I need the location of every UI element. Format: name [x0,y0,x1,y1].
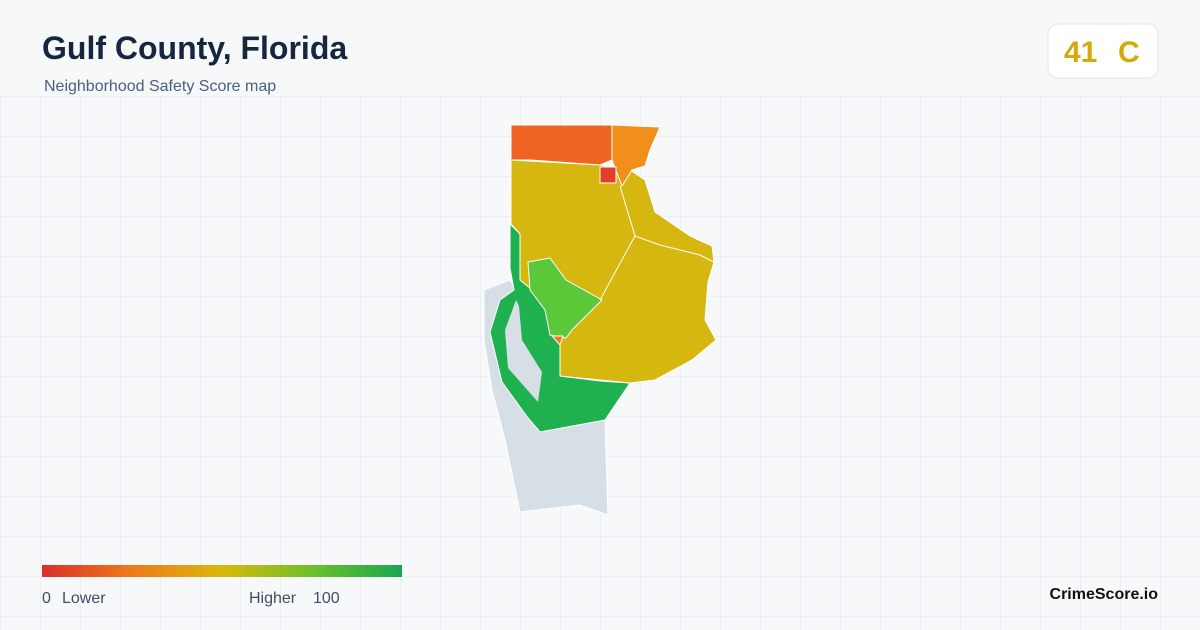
legend-max-label: Higher [249,590,297,607]
title: Gulf County, Florida [42,30,347,66]
score-grade: C [1118,36,1140,69]
score-badge [1047,23,1159,79]
region-border [634,235,715,263]
water-region [505,300,542,402]
region [510,124,613,166]
region [527,257,603,339]
legend-gradient [42,565,402,577]
region [551,335,564,346]
region [599,166,617,184]
region [611,124,661,187]
legend-min-label: Lower [62,590,106,607]
legend-min: 0 [42,590,51,607]
legend-max: 100 [313,590,340,607]
subtitle: Neighborhood Safety Score map [44,78,276,95]
score-value: 41 [1064,36,1097,69]
county-map [483,124,717,516]
brand: CrimeScore.io [1050,586,1159,603]
